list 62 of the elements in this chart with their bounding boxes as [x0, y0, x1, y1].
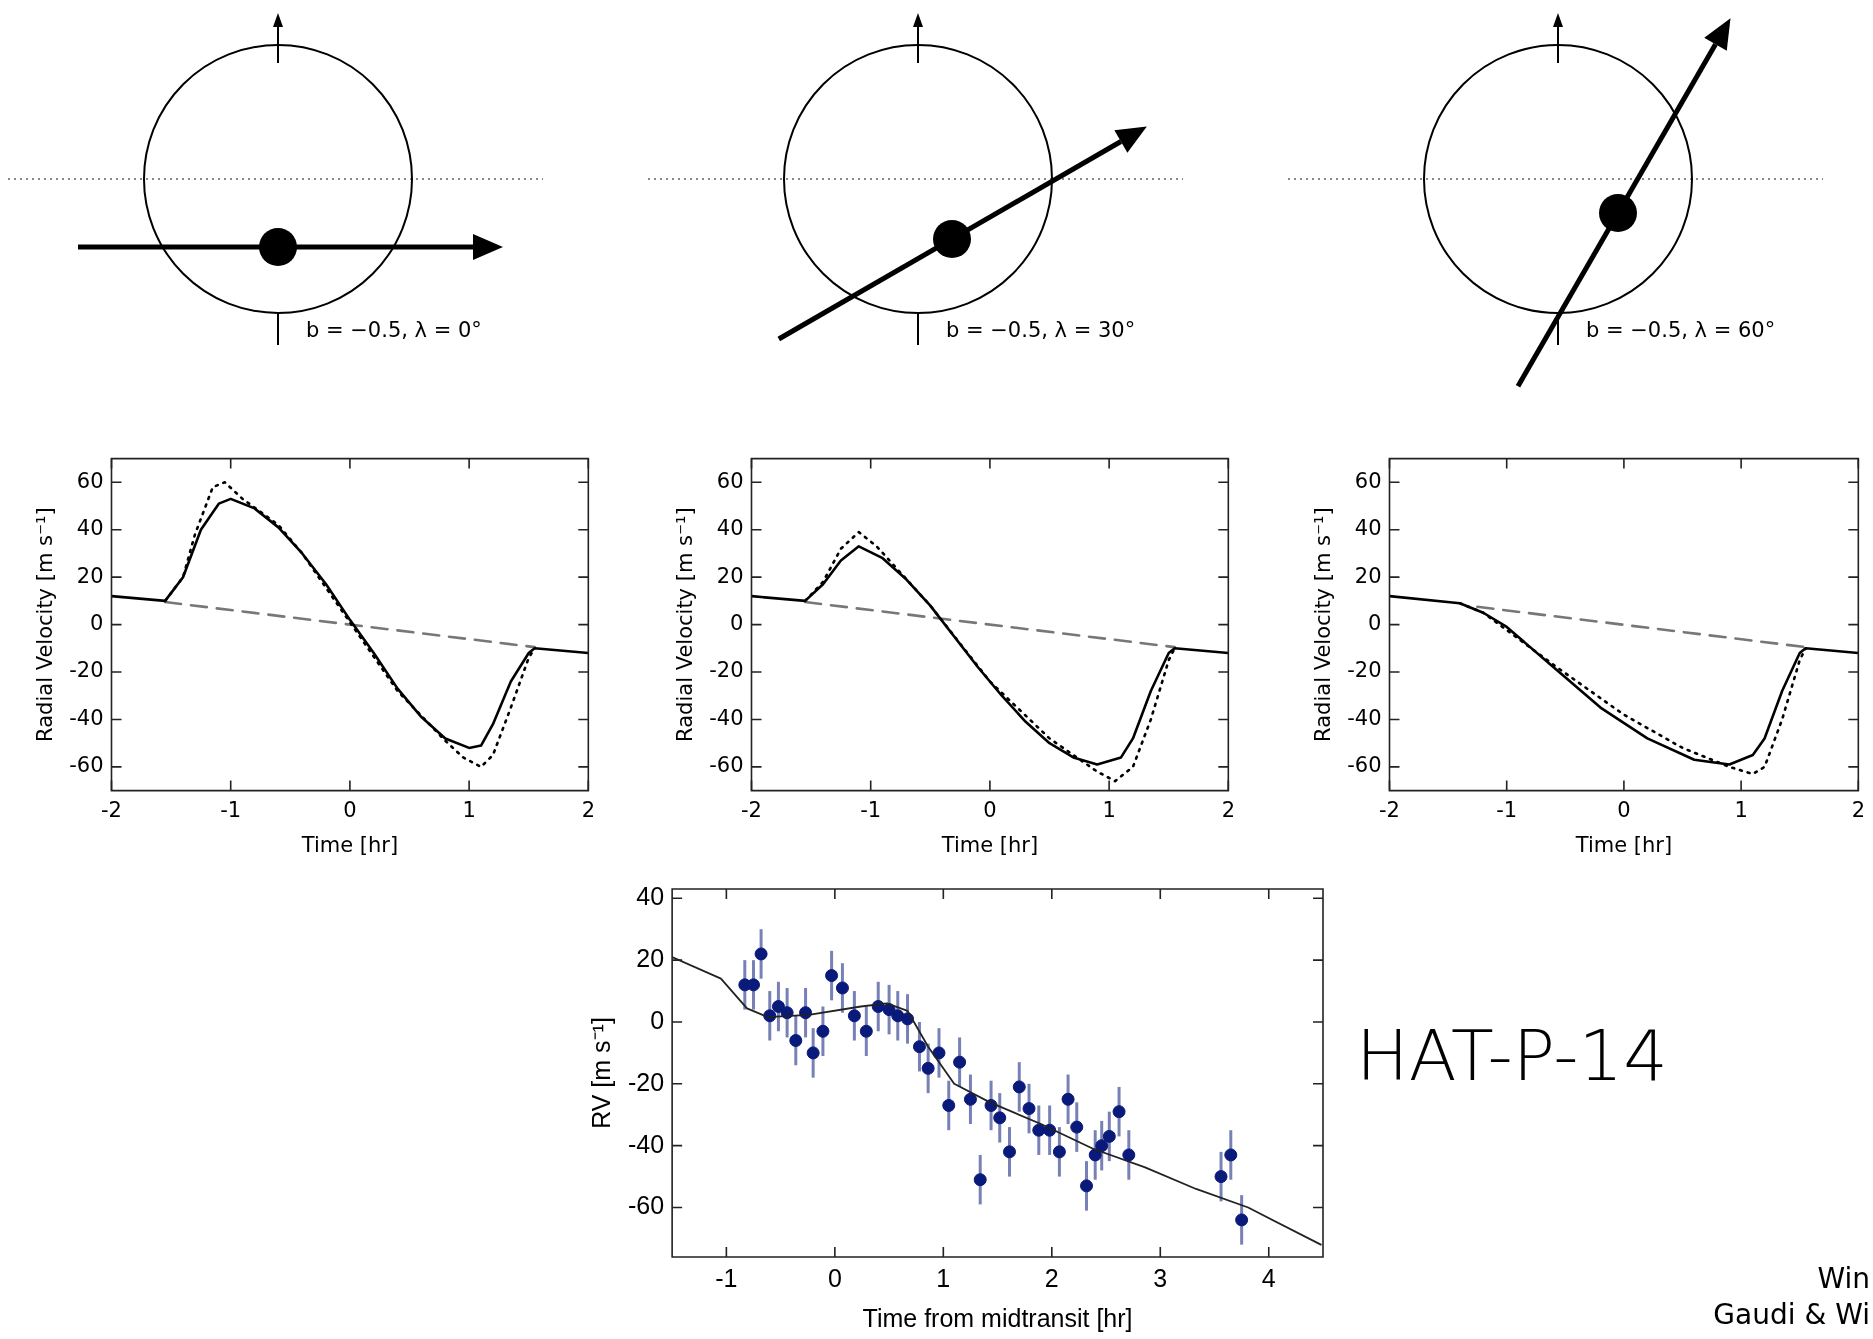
y-tick-label: 20	[716, 563, 744, 588]
x-tick-label: 0	[983, 797, 997, 822]
y-tick-label: 0	[1368, 611, 1382, 636]
y-tick-label: 20	[636, 944, 665, 973]
y-tick-label: -60	[709, 753, 744, 778]
y-tick-label: 40	[716, 516, 744, 541]
x-tick-label: 0	[827, 1263, 842, 1292]
x-tick-label: -1	[1496, 797, 1518, 822]
x-tick-label: 1	[936, 1263, 951, 1292]
y-tick-label: -40	[69, 705, 104, 730]
y-tick-label: -20	[69, 658, 104, 683]
x-tick-label: 1	[462, 797, 476, 822]
y-tick-label: -20	[709, 658, 744, 683]
y-tick-label: 20	[1354, 563, 1382, 588]
x-tick-label: -2	[101, 797, 122, 822]
text: HAT-P-14	[1356, 1015, 1668, 1097]
x-tick-label: -1	[715, 1263, 738, 1292]
x-tick-label: 3	[1153, 1263, 1168, 1292]
y-axis-title: Radial Velocity [m s⁻¹]	[1311, 507, 1336, 742]
y-tick-label: -20	[1347, 658, 1382, 683]
x-tick-label: 2	[1851, 797, 1866, 822]
y-tick-label: -20	[627, 1067, 665, 1096]
y-tick-label: 60	[76, 468, 104, 493]
text: b = −0.5, λ = 30°	[946, 318, 1136, 342]
x-tick-label: -1	[860, 797, 882, 822]
y-tick-label: 0	[730, 611, 744, 636]
x-tick-label: -2	[1379, 797, 1400, 822]
y-tick-label: -60	[1347, 753, 1382, 778]
x-axis-title: Time [hr]	[1574, 832, 1673, 857]
y-tick-label: 40	[76, 516, 104, 541]
x-tick-label: 2	[1044, 1263, 1059, 1292]
y-tick-label: -40	[1347, 705, 1382, 730]
y-tick-label: 60	[716, 468, 744, 493]
y-tick-label: 40	[636, 882, 665, 911]
x-tick-label: 2	[581, 797, 596, 822]
text: b = −0.5, λ = 0°	[306, 318, 482, 342]
text: Gaudi & Wi	[1713, 1298, 1870, 1331]
y-tick-label: -60	[69, 753, 104, 778]
x-tick-label: -1	[220, 797, 242, 822]
text: b = −0.5, λ = 60°	[1586, 318, 1776, 342]
x-tick-label: 4	[1261, 1263, 1276, 1292]
y-axis-title: Radial Velocity [m s⁻¹]	[673, 507, 698, 742]
x-axis-title: Time from midtransit [hr]	[862, 1303, 1133, 1332]
x-axis-title: Time [hr]	[300, 832, 399, 857]
y-axis-title: RV [m s⁻¹]	[586, 1017, 615, 1129]
y-tick-label: 20	[76, 563, 104, 588]
x-tick-label: 0	[1617, 797, 1631, 822]
text: Win	[1817, 1262, 1870, 1295]
y-tick-label: -40	[709, 705, 744, 730]
y-tick-label: 60	[1354, 468, 1382, 493]
y-tick-label: -60	[627, 1191, 665, 1220]
x-tick-label: 1	[1102, 797, 1116, 822]
y-tick-label: -40	[627, 1129, 665, 1158]
x-axis-title: Time [hr]	[940, 832, 1039, 857]
x-tick-label: -2	[741, 797, 762, 822]
y-axis-title: Radial Velocity [m s⁻¹]	[33, 507, 58, 742]
y-tick-label: 0	[90, 611, 104, 636]
y-tick-label: 40	[1354, 516, 1382, 541]
x-tick-label: 2	[1221, 797, 1236, 822]
x-tick-label: 1	[1734, 797, 1748, 822]
x-tick-label: 0	[343, 797, 357, 822]
y-tick-label: 0	[650, 1005, 665, 1034]
